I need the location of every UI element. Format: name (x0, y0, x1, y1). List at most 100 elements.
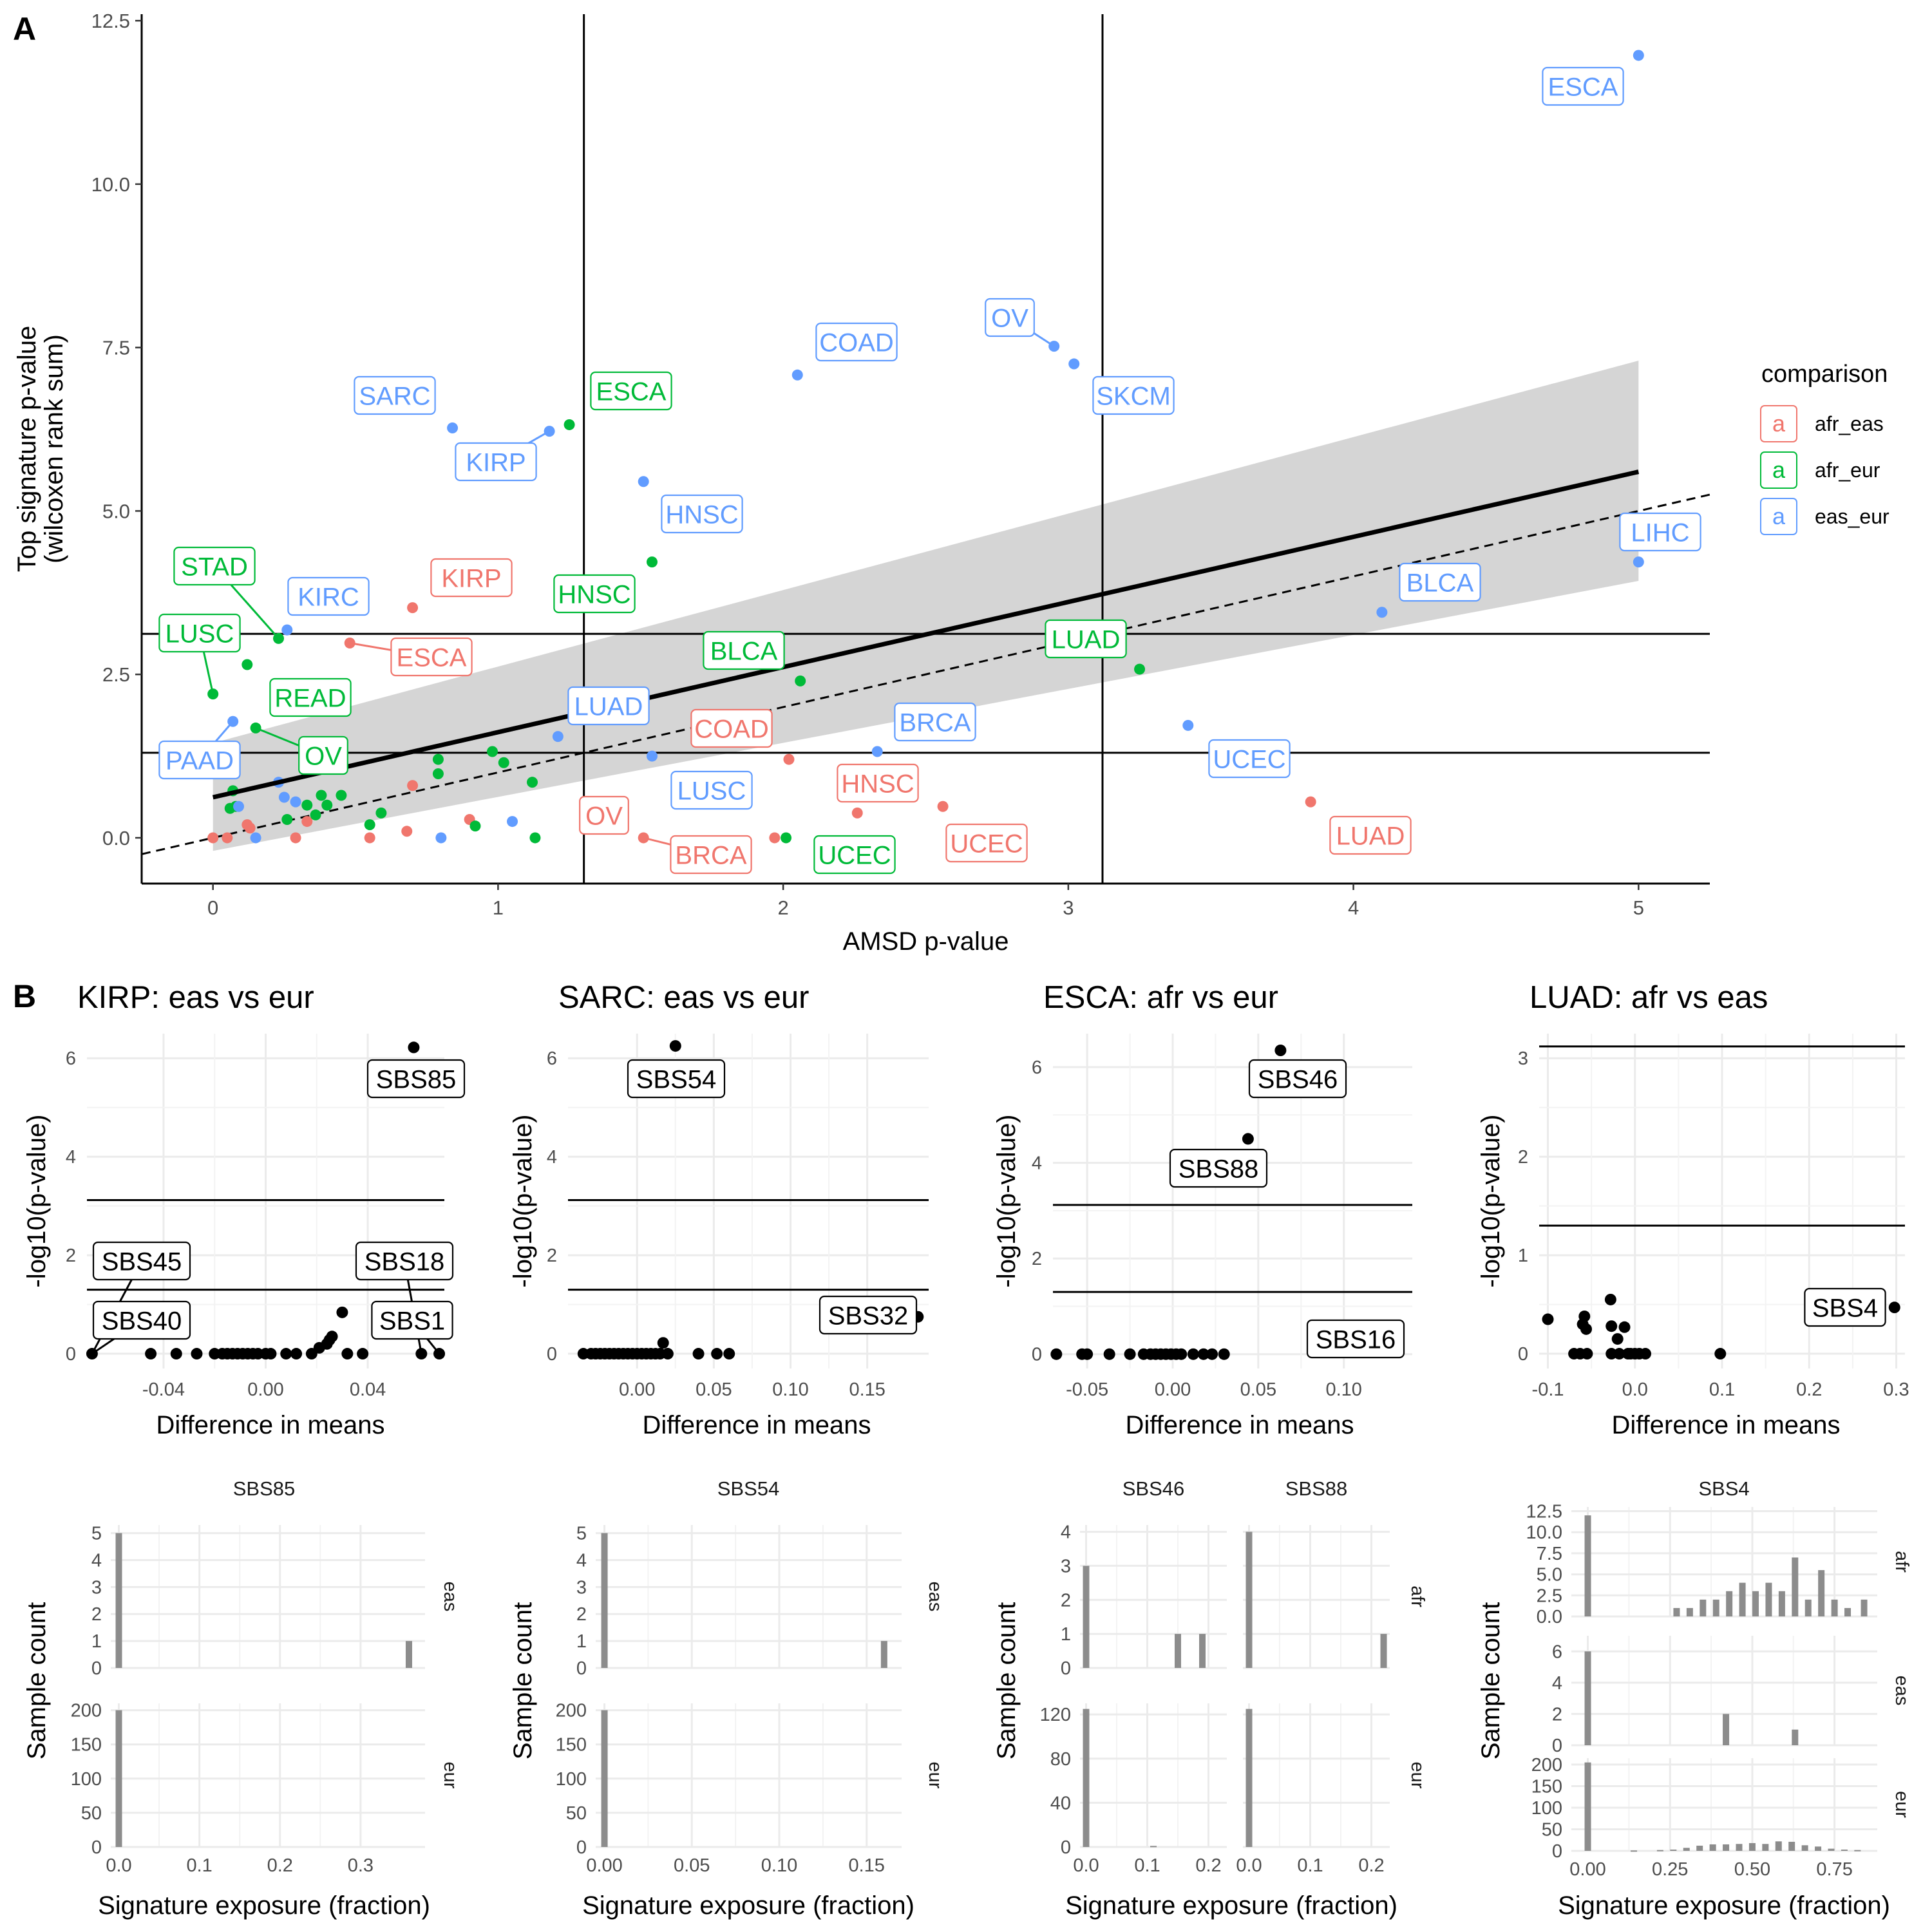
y-tick-label: 1 (91, 1631, 102, 1652)
point (1613, 1348, 1625, 1360)
histogram-c1: SBS85 0 1 2 3 4 5 eas 0 50 100 150 200 eur 0.0 0.1 0.2 0.… (23, 1477, 460, 1920)
point-label-kirp: KIRP (466, 448, 526, 477)
point (669, 1040, 681, 1052)
point-afr_eur (321, 799, 333, 811)
point-label-brca: BRCA (899, 708, 971, 737)
histogram-bar (1841, 1849, 1848, 1851)
y-tick-label: 2 (1518, 1147, 1528, 1168)
point-afr_eas (244, 822, 256, 834)
x-tick-label: 0 (207, 896, 218, 919)
point-label-ucec: UCEC (950, 829, 1023, 858)
histogram-bar (1709, 1844, 1716, 1851)
x-tick-label: 0.0 (1236, 1855, 1262, 1876)
point-label-ucec: UCEC (818, 841, 891, 869)
point-label-kirp-box (430, 558, 513, 598)
histogram-bar (1631, 1850, 1638, 1852)
y-tick-label: 7.5 (1537, 1544, 1562, 1564)
point-afr_eur (1134, 663, 1146, 675)
panel-title: SARC: eas vs eur (558, 980, 809, 1015)
point-afr_eur (432, 753, 444, 765)
point-eas_eur (1376, 607, 1388, 618)
x-tick-label: 0.05 (674, 1855, 710, 1876)
y-tick-label: 4 (66, 1147, 76, 1168)
y-tick-label: 0 (576, 1658, 587, 1679)
point (1197, 1348, 1209, 1360)
x-axis-title: Difference in means (643, 1411, 871, 1439)
point-label-ucec-box (945, 823, 1028, 863)
y-tick-label: 0 (91, 1658, 102, 1679)
y-tick-label: 3 (1518, 1048, 1528, 1069)
point (341, 1348, 354, 1360)
volcano-b4: LUAD: afr vs eas -0.1 0.0 0.1 0.2 0.3 0 1 2 3 Diff… (1477, 980, 1909, 1439)
y-tick-label: 0 (1518, 1344, 1528, 1365)
histogram-bar (1245, 1531, 1253, 1668)
y-tick-label: 12.5 (91, 10, 130, 32)
facet-strip-eur: eur (925, 1762, 945, 1789)
x-tick-label: 0.00 (247, 1379, 283, 1400)
x-tick-label: 0.05 (1240, 1379, 1276, 1400)
signature-label-sbs18: SBS18 (365, 1247, 445, 1276)
facet-strip-eur: eur (1407, 1762, 1428, 1789)
x-tick-label: 0.05 (696, 1379, 732, 1400)
panel-label-b: B (13, 978, 36, 1014)
x-axis-title: Difference in means (1126, 1411, 1354, 1439)
point (1618, 1321, 1631, 1333)
facet-strip-afr: afr (1891, 1551, 1912, 1573)
point-eas_eur (290, 796, 301, 808)
point-eas_eur (871, 746, 883, 757)
point-label-kirp-box (455, 442, 537, 482)
x-tick-label: 0.1 (1134, 1855, 1160, 1876)
point-label-hnsc: HNSC (558, 580, 630, 609)
facet-strip-eur: eur (440, 1762, 460, 1789)
histogram-bar (115, 1533, 122, 1668)
y-tick-label: 150 (556, 1735, 587, 1756)
x-tick-label: 0.15 (848, 1855, 884, 1876)
histogram-bar (1175, 1634, 1181, 1668)
x-tick-label: 0.1 (1297, 1855, 1323, 1876)
y-tick-label: 5.0 (1537, 1565, 1562, 1586)
y-tick-label: 150 (71, 1735, 102, 1756)
histogram-bar (1854, 1850, 1861, 1852)
facet-title: SBS85 (233, 1477, 296, 1500)
histogram-bar (1723, 1714, 1730, 1745)
histogram-bar (1686, 1607, 1693, 1616)
histogram-bar (1765, 1582, 1772, 1616)
y-tick-label: 6 (66, 1048, 76, 1069)
facet-strip-eas: eas (925, 1582, 945, 1612)
point-label-lihc-box (1619, 512, 1701, 552)
signature-label-sbs40-box (92, 1300, 191, 1340)
histogram-bar (1683, 1848, 1690, 1851)
point (661, 1348, 674, 1360)
x-tick-label: 0.00 (619, 1379, 655, 1400)
point-eas_eur (646, 750, 658, 762)
x-tick-label: 0.10 (772, 1379, 808, 1400)
x-tick-label: 0.2 (267, 1855, 293, 1876)
point-label-sarc: SARC (359, 382, 430, 410)
signature-label-sbs45-box (92, 1241, 191, 1281)
regression-line (212, 469, 1640, 800)
panel-label-a: A (13, 11, 36, 47)
histogram-bar (1739, 1582, 1746, 1616)
y-tick-label: 0 (1032, 1345, 1042, 1365)
point-eas_eur (552, 731, 564, 743)
point-afr_eas (290, 832, 301, 844)
y-axis-title: Sample count (992, 1602, 1021, 1760)
histogram-c2: SBS54 0 1 2 3 4 5 eas 0 50 100 150 200 eur 0.00 0.05 0.1… (509, 1477, 945, 1920)
y-tick-label: 1 (576, 1631, 587, 1652)
point-label-lusc-box (670, 770, 753, 810)
point (711, 1348, 723, 1360)
y-axis-title: -log10(p-value) (509, 1114, 537, 1287)
x-tick-label: 0.2 (1796, 1379, 1822, 1400)
point-afr_eur (242, 659, 253, 670)
y-axis-title-line: (wilcoxen rank sum) (40, 334, 68, 564)
point-label-coad-box (690, 708, 773, 748)
point-label-kirc: KIRC (298, 583, 359, 611)
point-afr_eur (364, 819, 375, 831)
point-afr_eur (301, 799, 313, 811)
signature-label-sbs32-box (819, 1295, 918, 1335)
histogram-bar (1736, 1844, 1743, 1851)
y-tick-label: 40 (1050, 1793, 1071, 1814)
signature-label-sbs1-box (371, 1300, 453, 1340)
point-label-blca: BLCA (710, 637, 778, 665)
